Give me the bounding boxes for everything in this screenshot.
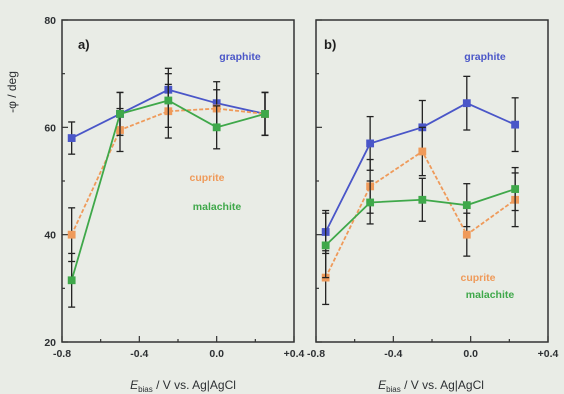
data-point-cuprite (418, 147, 427, 156)
series-label-graphite: graphite (219, 51, 261, 63)
series-line-cuprite (324, 150, 516, 278)
data-point-graphite (366, 139, 375, 148)
x-axis-label-b: Ebias / V vs. Ag|AgCl (378, 378, 484, 394)
y-tick-label: 40 (44, 230, 56, 242)
x-tick-label: -0.4 (130, 348, 148, 360)
data-point-malachite (418, 195, 427, 204)
data-point-cuprite (67, 230, 76, 239)
data-point-malachite (511, 185, 520, 193)
panel-b: -0.8 -0.4 0.0 +0.4 b) graphite cuprite malachit… (307, 19, 559, 360)
x-axis-label-rest: / V vs. Ag|AgCl (401, 378, 484, 392)
x-tick-label: -0.8 (307, 348, 325, 360)
y-axis-label: -φ / deg (5, 71, 19, 113)
data-point-malachite (261, 110, 269, 118)
x-tick-label: 0.0 (463, 348, 478, 360)
data-point-malachite (462, 201, 471, 210)
series-label-cuprite: cuprite (460, 272, 495, 284)
data-point-graphite (511, 120, 520, 129)
x-axis-label-a: Ebias / V vs. Ag|AgCl (130, 378, 236, 394)
series-line-graphite (324, 102, 516, 233)
data-point-malachite (164, 96, 173, 105)
panel-label: a) (78, 37, 90, 52)
series-label-malachite: malachite (193, 201, 242, 213)
x-axis-label-main: E (130, 378, 139, 392)
y-tick-label: 80 (44, 15, 56, 27)
data-point-malachite (67, 276, 76, 285)
data-point-malachite (212, 123, 221, 132)
series-label-malachite: malachite (466, 289, 515, 301)
plot-frame (61, 19, 295, 343)
y-tick-label: 20 (44, 337, 56, 349)
x-tick-label: 0.0 (209, 348, 224, 360)
x-tick-label: +0.4 (538, 348, 559, 360)
y-tick-label: 60 (44, 122, 56, 134)
data-point-graphite (462, 99, 471, 108)
x-axis-label-rest: / V vs. Ag|AgCl (153, 378, 236, 392)
data-point-cuprite (462, 230, 471, 239)
data-point-malachite (116, 110, 124, 118)
series-label-cuprite: cuprite (189, 172, 224, 184)
x-tick-label: -0.8 (53, 348, 71, 360)
data-point-malachite (321, 241, 330, 250)
panel-a: 20 40 60 80 -0.8 -0.4 0.0 +0.4 a) graphite cuprite… (44, 15, 304, 360)
x-tick-label: +0.4 (284, 348, 305, 360)
x-axis-label-main: E (378, 378, 387, 392)
data-point-graphite (67, 134, 76, 142)
panel-label: b) (324, 37, 336, 52)
x-axis-label-sub: bias (386, 385, 401, 394)
series-label-graphite: graphite (464, 51, 506, 63)
series-line-cuprite (70, 107, 266, 236)
data-point-malachite (366, 198, 375, 207)
x-axis-label-sub: bias (138, 385, 153, 394)
x-tick-label: -0.4 (384, 348, 402, 360)
